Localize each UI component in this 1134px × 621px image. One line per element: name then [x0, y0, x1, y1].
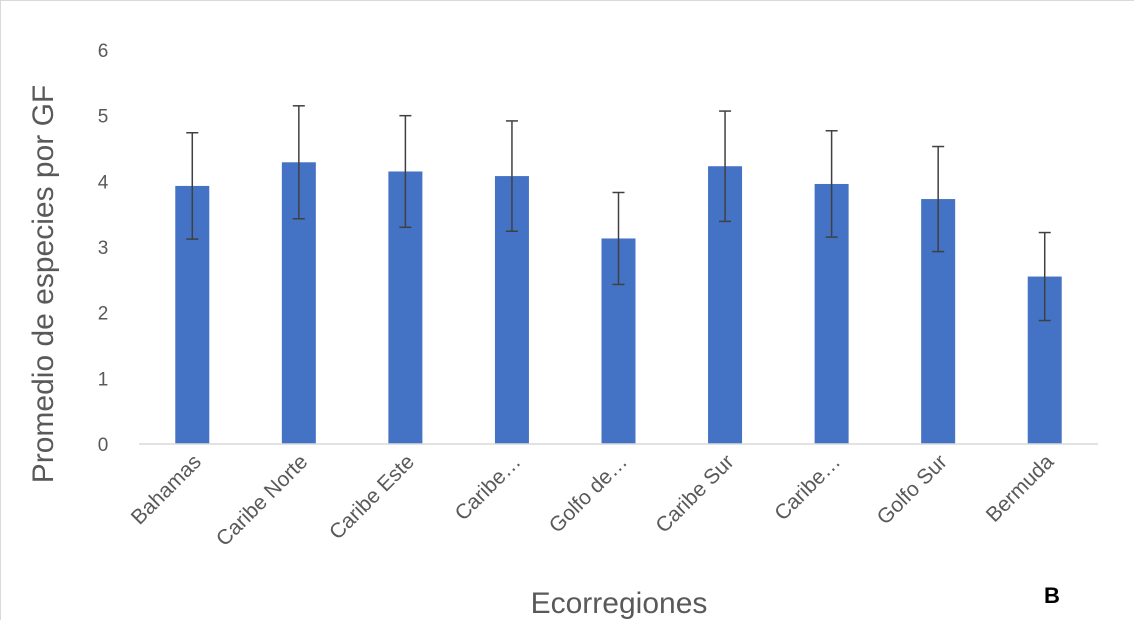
x-tick-label: Bermuda: [982, 450, 1059, 527]
y-tick-label: 1: [98, 369, 109, 390]
error-bar: [505, 120, 518, 232]
error-bar: [719, 110, 732, 223]
error-bar: [825, 130, 838, 238]
error-bar: [1038, 231, 1051, 322]
error-bar: [932, 145, 945, 253]
x-tick-label: Bahamas: [127, 450, 206, 529]
error-bar: [612, 191, 625, 286]
error-bars-group: [186, 105, 1051, 322]
x-axis-title: Ecorregiones: [531, 587, 708, 620]
x-tick-label: Golfo Sur: [873, 450, 952, 529]
error-bar: [399, 114, 412, 229]
x-axis-labels: Bahamas Caribe Norte Caribe Este Caribe… Gol…: [127, 450, 1059, 551]
y-tick-label: 0: [98, 435, 109, 456]
panel-label: B: [1044, 583, 1060, 608]
y-axis-ticks: 0 1 2 3 4 5 6: [98, 41, 109, 456]
x-tick-label: Caribe Este: [325, 450, 419, 544]
y-axis-title: Promedio de especies por GF: [27, 85, 60, 484]
x-tick-label: Golfo de…: [545, 450, 632, 537]
error-bar: [292, 105, 305, 220]
y-tick-label: 6: [98, 41, 109, 62]
x-tick-label: Caribe…: [451, 450, 526, 525]
x-tick-label: Caribe Norte: [212, 450, 312, 550]
x-tick-label: Caribe Sur: [651, 450, 738, 537]
y-tick-label: 2: [98, 304, 109, 325]
y-tick-label: 3: [98, 238, 109, 259]
y-tick-label: 4: [98, 172, 109, 193]
y-tick-label: 5: [98, 107, 109, 128]
error-bar: [186, 131, 199, 240]
x-tick-label: Caribe…: [770, 450, 845, 525]
